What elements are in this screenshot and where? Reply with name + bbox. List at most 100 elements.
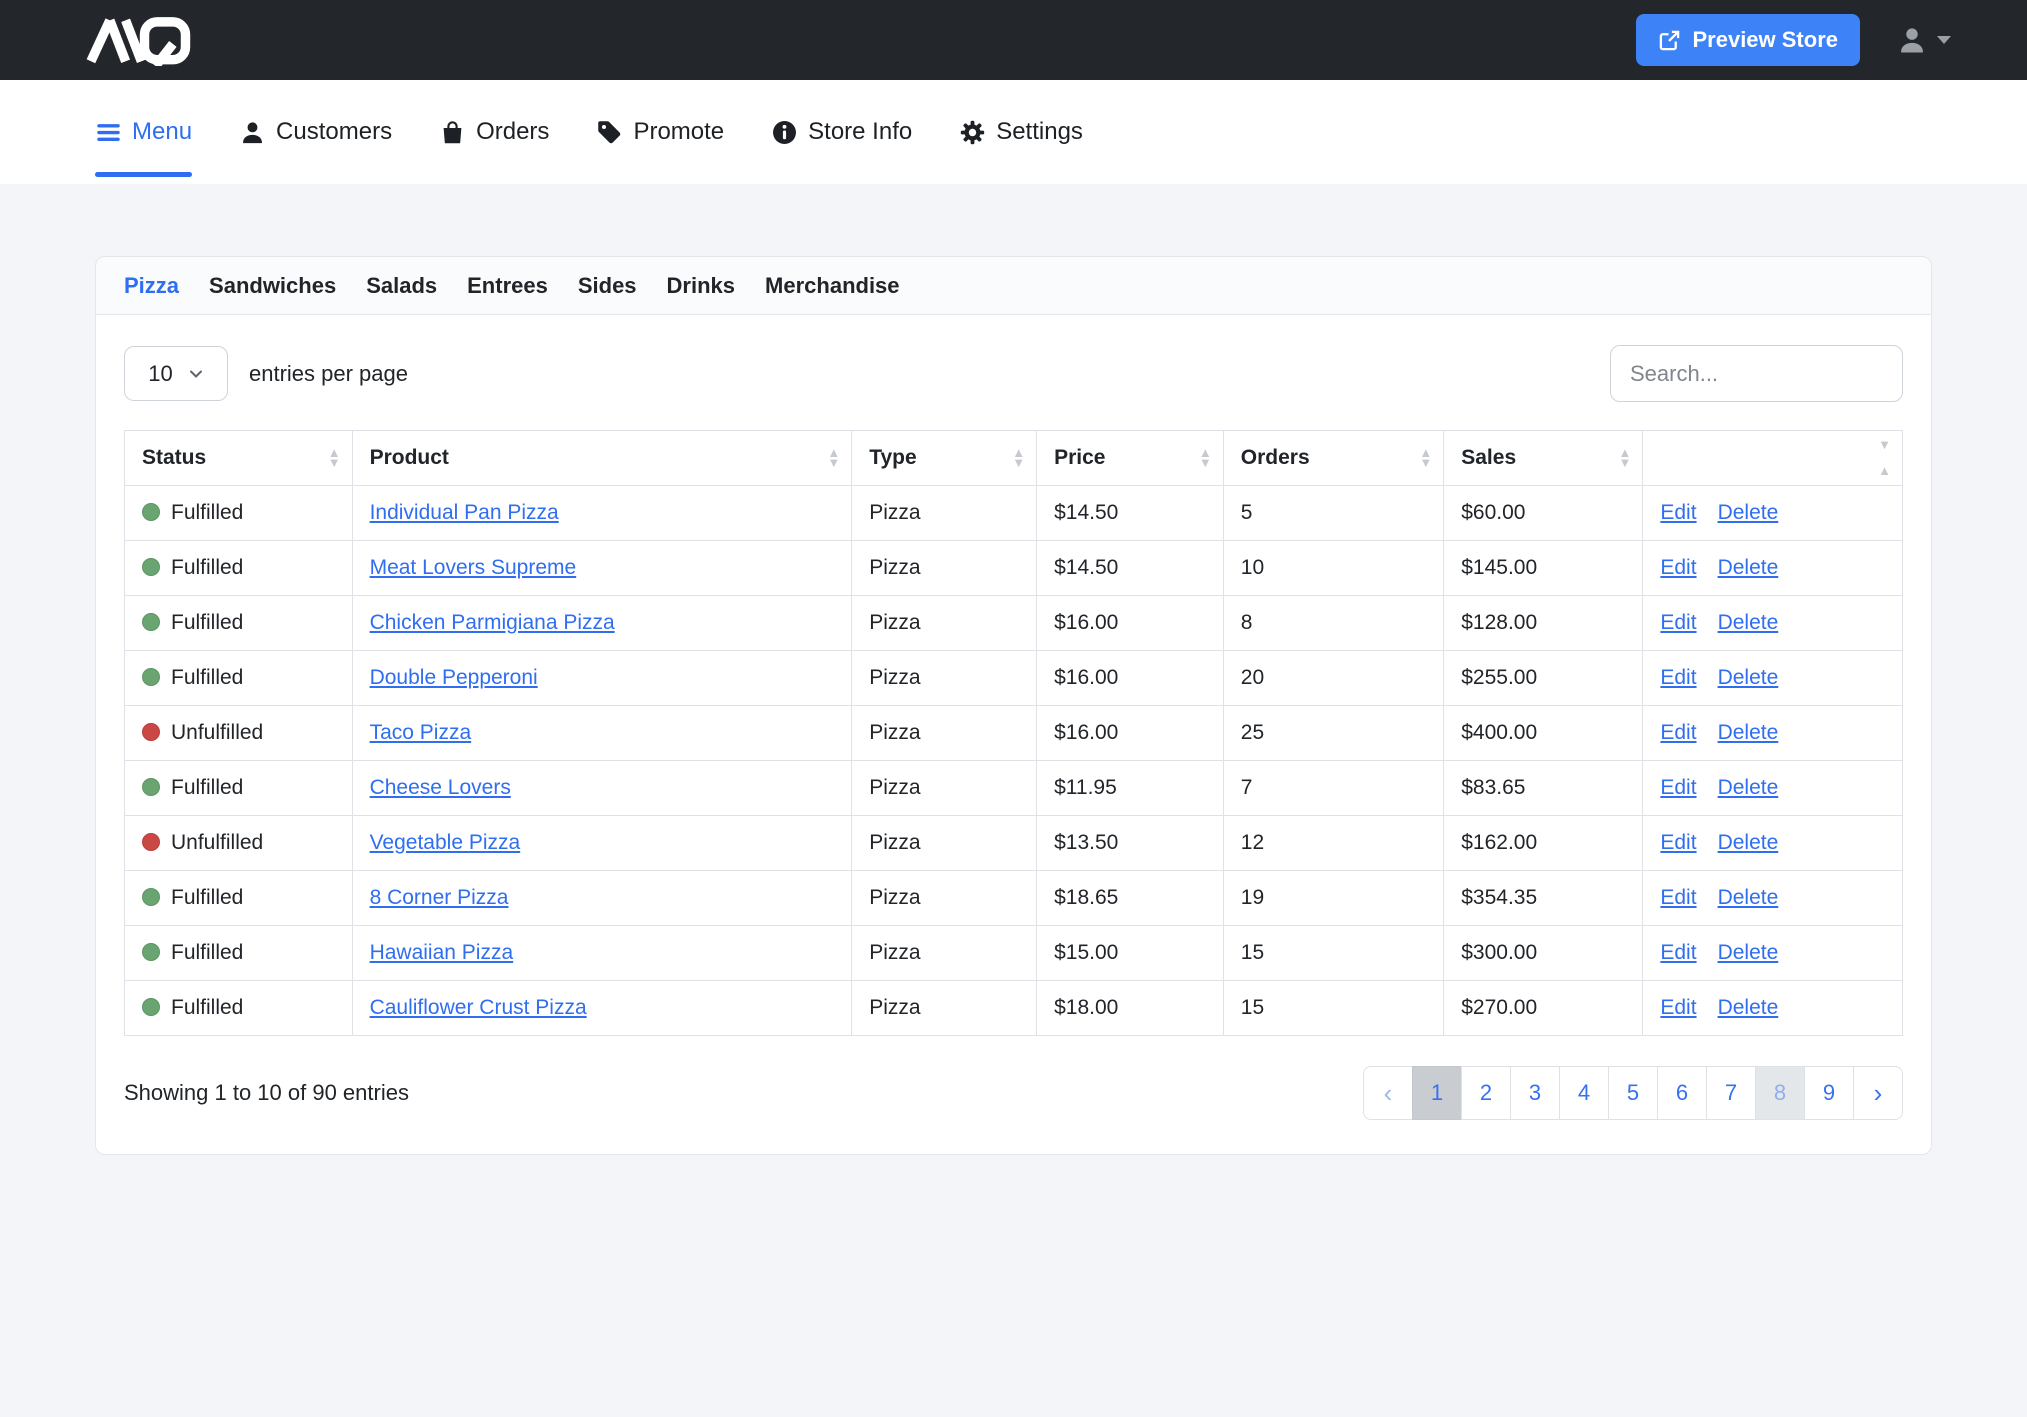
nav-item-store-info[interactable]: Store Info xyxy=(771,80,912,184)
showing-entries-text: Showing 1 to 10 of 90 entries xyxy=(124,1080,409,1105)
product-link[interactable]: Cauliflower Crust Pizza xyxy=(369,996,587,1019)
product-link[interactable]: 8 Corner Pizza xyxy=(369,886,509,909)
tab-sandwiches[interactable]: Sandwiches xyxy=(209,273,337,298)
tab-merchandise[interactable]: Merchandise xyxy=(765,273,900,298)
tab-salads[interactable]: Salads xyxy=(366,273,438,298)
pagination-prev[interactable]: ‹ xyxy=(1363,1066,1413,1120)
pagination-page-1[interactable]: 1 xyxy=(1412,1066,1462,1120)
status-label: Unfulfilled xyxy=(171,721,264,744)
chevron-down-icon xyxy=(189,370,202,378)
nav-item-menu[interactable]: Menu xyxy=(95,80,193,184)
product-link[interactable]: Meat Lovers Supreme xyxy=(369,556,577,579)
delete-link[interactable]: Delete xyxy=(1717,831,1779,854)
delete-link[interactable]: Delete xyxy=(1717,996,1779,1019)
logo-icon xyxy=(86,17,191,66)
pagination-next[interactable]: › xyxy=(1853,1066,1903,1120)
delete-link[interactable]: Delete xyxy=(1717,666,1779,689)
table-body: Fulfilled Individual Pan Pizza Pizza $14… xyxy=(124,485,1903,1036)
status-dot xyxy=(142,998,160,1016)
external-link-icon xyxy=(1660,30,1680,50)
column-header-status[interactable]: Status xyxy=(124,430,353,486)
nav-item-customers[interactable]: Customers xyxy=(239,80,392,184)
status-dot xyxy=(142,503,160,521)
product-link[interactable]: Double Pepperoni xyxy=(369,666,538,689)
sales-cell: $270.00 xyxy=(1443,980,1644,1036)
delete-link[interactable]: Delete xyxy=(1717,941,1779,964)
status-label: Fulfilled xyxy=(171,501,244,524)
delete-link[interactable]: Delete xyxy=(1717,886,1779,909)
edit-link[interactable]: Edit xyxy=(1660,941,1697,964)
status-dot xyxy=(142,943,160,961)
product-link[interactable]: Chicken Parmigiana Pizza xyxy=(369,611,615,634)
nav-item-label: Promote xyxy=(633,118,725,145)
pagination-page-7[interactable]: 7 xyxy=(1706,1066,1756,1120)
product-link[interactable]: Cheese Lovers xyxy=(369,776,511,799)
column-header-actions[interactable] xyxy=(1642,430,1903,486)
edit-link[interactable]: Edit xyxy=(1660,556,1697,579)
column-header-product[interactable]: Product xyxy=(351,430,853,486)
chevron-down-icon xyxy=(1937,36,1951,44)
sort-icon xyxy=(1012,448,1025,468)
product-link[interactable]: Hawaiian Pizza xyxy=(369,941,514,964)
table-controls: 10 entries per page xyxy=(96,315,1931,426)
edit-link[interactable]: Edit xyxy=(1660,501,1697,524)
pagination-page-3[interactable]: 3 xyxy=(1510,1066,1560,1120)
sales-cell: $354.35 xyxy=(1443,870,1644,926)
column-header-price[interactable]: Price xyxy=(1036,430,1224,486)
nav-item-settings[interactable]: Settings xyxy=(959,80,1083,184)
status-dot xyxy=(142,723,160,741)
delete-link[interactable]: Delete xyxy=(1717,776,1779,799)
column-header-type[interactable]: Type xyxy=(851,430,1038,486)
product-link[interactable]: Taco Pizza xyxy=(369,721,472,744)
edit-link[interactable]: Edit xyxy=(1660,611,1697,634)
delete-link[interactable]: Delete xyxy=(1717,721,1779,744)
type-cell: Pizza xyxy=(851,760,1038,816)
category-tabs: Pizza Sandwiches Salads Entrees Sides Drinks M… xyxy=(96,257,1931,315)
edit-link[interactable]: Edit xyxy=(1660,776,1697,799)
status-label: Fulfilled xyxy=(171,776,244,799)
tab-sides[interactable]: Sides xyxy=(577,273,637,298)
tab-entrees[interactable]: Entrees xyxy=(467,273,548,298)
column-label: Orders xyxy=(1240,446,1310,469)
pagination-page-5[interactable]: 5 xyxy=(1608,1066,1658,1120)
search-input[interactable] xyxy=(1610,345,1903,402)
status-dot xyxy=(142,888,160,906)
table-row: Fulfilled Hawaiian Pizza Pizza $15.00 15… xyxy=(124,925,1903,981)
preview-store-button[interactable]: Preview Store xyxy=(1636,14,1860,66)
pagination-page-4[interactable]: 4 xyxy=(1559,1066,1609,1120)
edit-link[interactable]: Edit xyxy=(1660,666,1697,689)
entries-per-page-select[interactable]: 10 xyxy=(124,346,228,401)
column-label: Product xyxy=(369,446,449,469)
pagination-page-2[interactable]: 2 xyxy=(1461,1066,1511,1120)
pagination-page-9[interactable]: 9 xyxy=(1804,1066,1854,1120)
user-menu[interactable] xyxy=(1896,24,1951,56)
menu-icon xyxy=(95,119,122,146)
table-row: Fulfilled 8 Corner Pizza Pizza $18.65 19… xyxy=(124,870,1903,926)
edit-link[interactable]: Edit xyxy=(1660,996,1697,1019)
pagination-page-6[interactable]: 6 xyxy=(1657,1066,1707,1120)
delete-link[interactable]: Delete xyxy=(1717,556,1779,579)
pagination-page-8[interactable]: 8 xyxy=(1755,1066,1805,1120)
nav-item-orders[interactable]: Orders xyxy=(439,80,549,184)
edit-link[interactable]: Edit xyxy=(1660,886,1697,909)
product-link[interactable]: Individual Pan Pizza xyxy=(369,501,559,524)
type-cell: Pizza xyxy=(851,650,1038,706)
sales-cell: $83.65 xyxy=(1443,760,1644,816)
delete-link[interactable]: Delete xyxy=(1717,611,1779,634)
nav-item-label: Store Info xyxy=(808,118,913,145)
status-label: Fulfilled xyxy=(171,611,244,634)
table-footer: Showing 1 to 10 of 90 entries ‹ 1 2 3 4 5 6 7 8 9… xyxy=(96,1036,1931,1154)
column-header-sales[interactable]: Sales xyxy=(1443,430,1644,486)
product-link[interactable]: Vegetable Pizza xyxy=(369,831,521,854)
tab-drinks[interactable]: Drinks xyxy=(666,273,736,298)
edit-link[interactable]: Edit xyxy=(1660,831,1697,854)
tab-pizza[interactable]: Pizza xyxy=(124,273,180,298)
edit-link[interactable]: Edit xyxy=(1660,721,1697,744)
sales-cell: $128.00 xyxy=(1443,595,1644,651)
entries-select-value: 10 xyxy=(148,360,173,386)
products-table: Status Product Type Price Orders Sales F… xyxy=(124,430,1903,1036)
gear-icon xyxy=(959,119,986,146)
nav-item-promote[interactable]: Promote xyxy=(596,80,724,184)
column-header-orders[interactable]: Orders xyxy=(1222,430,1445,486)
delete-link[interactable]: Delete xyxy=(1717,501,1779,524)
